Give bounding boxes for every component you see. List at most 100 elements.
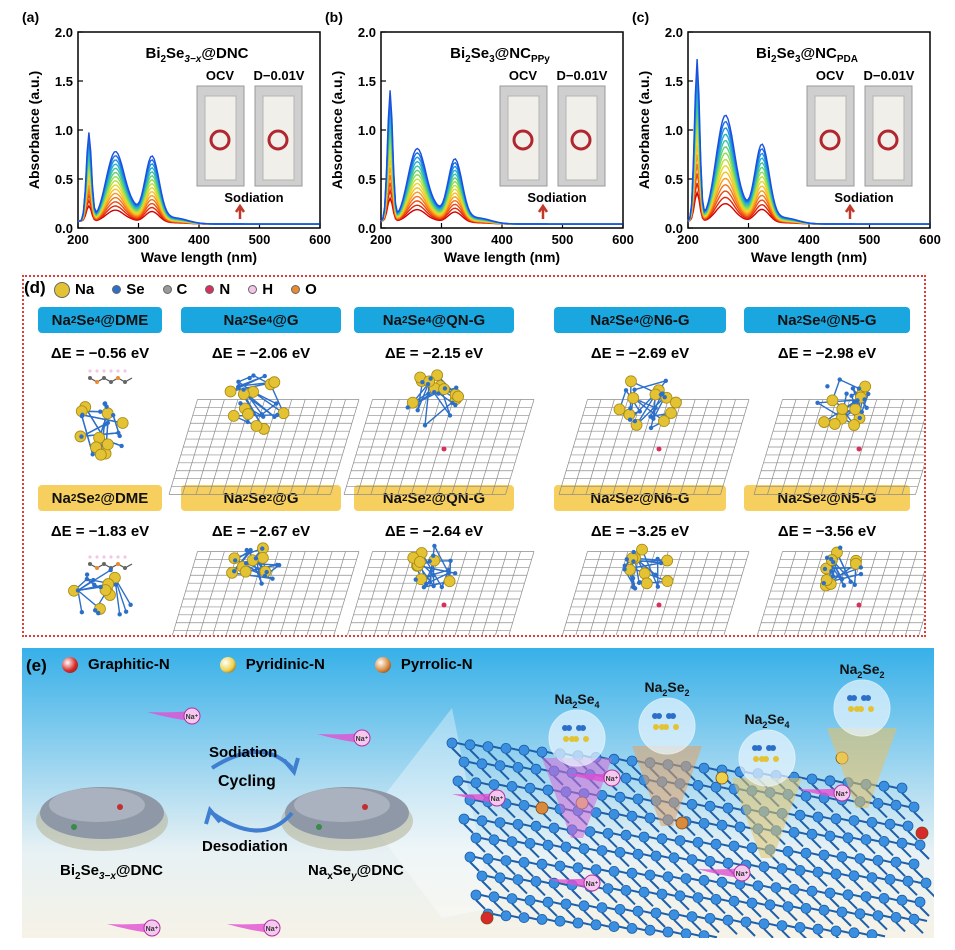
nase-cluster: [819, 545, 864, 592]
adsorption-energy: ΔE = −2.98 eV: [777, 345, 877, 362]
discharge-label: D−0.01V: [254, 68, 305, 83]
dopant-dot-icon: [535, 801, 549, 815]
legend-item: Na: [54, 281, 94, 298]
ocv-label: OCV: [509, 68, 538, 83]
x-tick-label: 500: [552, 232, 574, 247]
y-tick-label: 0.0: [665, 221, 683, 236]
schematic-panel: Na2Se4 Na2Se2 Na2Se4 Na2Se2 Na⁺ Na⁺ Na⁺ Na⁺ Na⁺ N…: [22, 648, 934, 938]
sodium-ion: Na⁺: [697, 864, 751, 882]
system-label: Na 2 Se 4 @N5-G: [744, 307, 910, 333]
y-tick-label: 0.5: [665, 172, 683, 187]
nase-cluster: [74, 401, 129, 461]
legend-item: Se: [112, 281, 145, 298]
arrow-head-icon: [204, 805, 222, 825]
nitrogen-dot-icon: [374, 656, 391, 673]
system-label: Na 2 Se 2 @N6-G: [554, 485, 726, 511]
adsorption-energy: ΔE = −3.25 eV: [590, 523, 690, 540]
graphene-sheet: [757, 551, 924, 635]
y-tick-label: 1.5: [55, 74, 73, 89]
arrow-head-icon: [282, 757, 300, 777]
sodiation-label: Sodiation: [527, 190, 586, 205]
cell-photo-ocv: [499, 85, 548, 187]
legend-label: Pyrrolic-N: [400, 656, 473, 673]
legend-label: Na: [75, 281, 95, 298]
uv-chart-b: (b) 200 300 400 500 600 0.0 0.5 1.0 1.5 2.0 Wave le…: [325, 0, 634, 270]
sodium-ion: Na⁺: [147, 707, 201, 725]
cell-photo-discharged: [864, 85, 913, 187]
ion-label: Na⁺: [836, 791, 849, 798]
nitrogen-dot-icon: [441, 602, 447, 608]
y-tick-label: 2.0: [55, 25, 73, 40]
legend-label: Graphitic-N: [88, 656, 170, 673]
dopant-dot-icon: [715, 771, 729, 785]
nase-nanosheet: [281, 787, 413, 851]
x-tick-label: 300: [738, 232, 760, 247]
adsorption-energy: ΔE = −3.56 eV: [777, 523, 877, 540]
nase-cluster: [815, 377, 872, 431]
x-tick-label: 600: [309, 232, 331, 247]
ion-label: Na⁺: [356, 736, 369, 743]
legend-label: Se: [126, 281, 145, 298]
dme-molecule: [88, 555, 133, 570]
system-label: Na 2 Se 2 @N5-G: [744, 485, 910, 511]
y-tick-label: 1.0: [665, 123, 683, 138]
species-label: Na2Se4: [744, 711, 789, 730]
sodiation-label: Sodiation: [224, 190, 283, 205]
sodium-ion: Na⁺: [547, 874, 601, 892]
legend-item: Graphitic-N: [62, 656, 170, 673]
graphene-sheet: [558, 399, 750, 495]
x-tick-label: 600: [919, 232, 941, 247]
x-tick-label: 300: [128, 232, 150, 247]
cell-photo-discharged: [254, 85, 303, 187]
nitrogen-legend: Graphitic-N Pyridinic-N Pyrrolic-N: [62, 656, 473, 673]
sodiation-label: Sodiation: [209, 744, 278, 761]
discharge-label: D−0.01V: [864, 68, 915, 83]
spectrum-line: [77, 204, 320, 225]
discharge-label: D−0.01V: [557, 68, 608, 83]
graphene-sheet: [347, 551, 535, 635]
species-label: Na2Se4: [554, 691, 599, 710]
cell-photo-ocv: [806, 85, 855, 187]
right-material-name: NaxSey@DNC: [308, 862, 404, 882]
up-arrow-icon: [844, 203, 856, 219]
legend-item: C: [162, 281, 187, 298]
x-tick-label: 200: [370, 232, 392, 247]
dme-molecule: [88, 369, 133, 384]
spectrum-line: [380, 90, 623, 225]
chart-svg: (c) 200 300 400 500 600 0.0 0.5 1.0 1.5 2.0 Wave le…: [632, 9, 941, 265]
legend-label: O: [305, 281, 317, 298]
cell-photo-ocv: [196, 85, 245, 187]
legend-item: Pyridinic-N: [219, 656, 325, 673]
legend-item: Pyrrolic-N: [374, 656, 473, 673]
chart-title: Bi2Se3−x@DNC: [145, 45, 248, 65]
system-label: Na 2 Se 2 @G: [181, 485, 341, 511]
nase-cluster: [405, 369, 465, 428]
legend-label: N: [219, 281, 231, 298]
polyselenide-bubble: [732, 729, 802, 858]
x-tick-label: 500: [249, 232, 271, 247]
uv-chart-a: (a) 200 300 400 500 600 0.0 0.5 1.0 1.5 2.0 Wave le…: [22, 0, 331, 270]
sodium-ion: Na⁺: [797, 784, 851, 802]
ion-label: Na⁺: [186, 714, 199, 721]
panel-label-c: (c): [632, 9, 649, 25]
nase-cluster: [68, 567, 133, 617]
atom-dot-icon: [54, 281, 70, 298]
spectrum-line: [78, 132, 320, 225]
ocv-label: OCV: [206, 68, 235, 83]
system-label: Na 2 Se 2 @DME: [38, 485, 162, 511]
ion-label: Na⁺: [266, 926, 279, 933]
nitrogen-dot-icon: [856, 446, 862, 452]
system-label: Na 2 Se 4 @G: [181, 307, 341, 333]
sodium-ion: Na⁺: [317, 729, 371, 747]
species-label: Na2Se2: [644, 679, 689, 698]
uv-chart-c: (c) 200 300 400 500 600 0.0 0.5 1.0 1.5 2.0 Wave le…: [632, 0, 941, 270]
y-tick-label: 1.5: [665, 74, 683, 89]
x-axis-label: Wave length (nm): [751, 249, 867, 265]
atom-dot-icon: [162, 285, 172, 294]
panel-label-d: (d): [24, 278, 46, 297]
x-tick-label: 500: [859, 232, 881, 247]
atom-legend: Na Se C N H O: [54, 281, 317, 298]
y-axis-label: Absorbance (a.u.): [636, 71, 652, 189]
sodiation-label: Sodiation: [834, 190, 893, 205]
dopant-dot-icon: [915, 826, 929, 840]
